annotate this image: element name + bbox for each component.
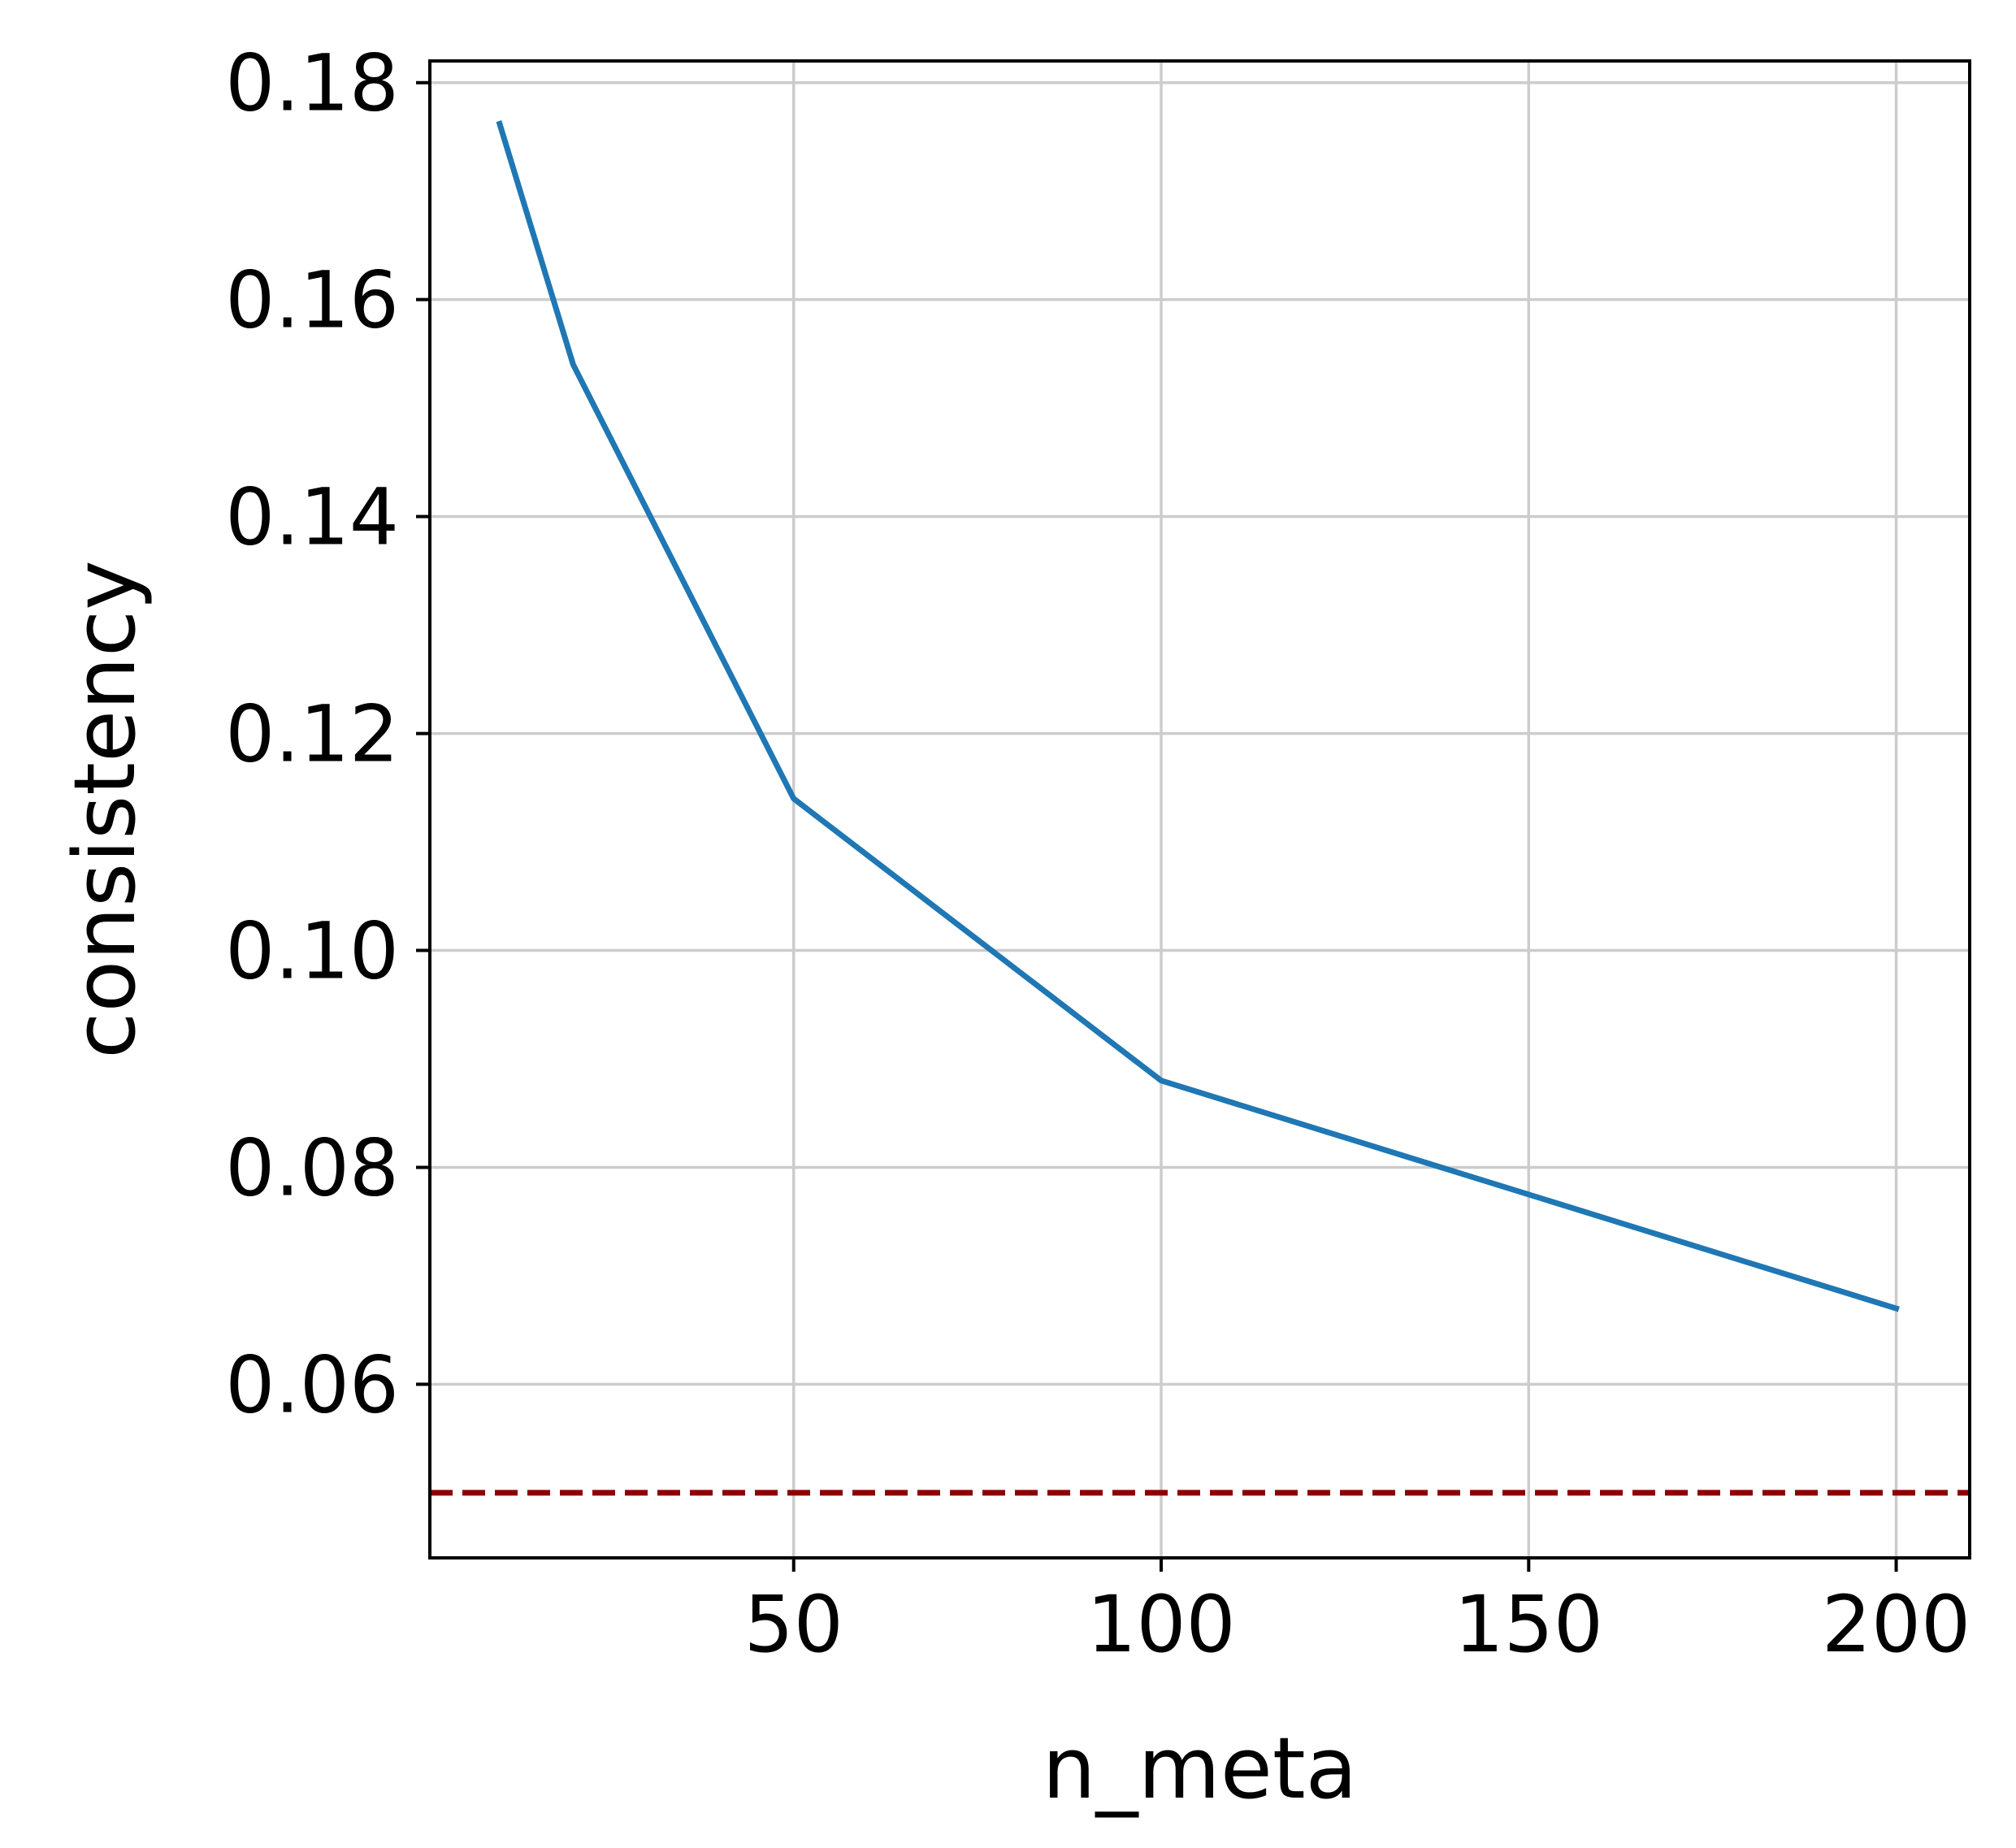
series-layer [496, 120, 1900, 1312]
y-tick-label: 0.14 [225, 472, 399, 563]
y-tick-label: 0.18 [225, 38, 399, 129]
y-tick-label: 0.12 [225, 689, 399, 780]
grid-layer [430, 61, 1970, 1558]
x-tick-label: 200 [1822, 1579, 1970, 1670]
y-tick-label: 0.06 [225, 1339, 399, 1430]
y-tick-label: 0.10 [225, 906, 399, 997]
x-ticks: 50 100 150 200 [744, 1558, 1970, 1670]
x-tick-label: 100 [1086, 1579, 1235, 1670]
x-tick-label: 150 [1455, 1579, 1603, 1670]
y-axis-label: consistency [55, 560, 154, 1058]
y-tick-label: 0.16 [225, 255, 399, 346]
y-ticks: 0.06 0.08 0.10 0.12 0.14 0.16 0.18 [225, 38, 430, 1430]
series-line [496, 120, 1900, 1312]
x-axis-label: n_meta [1043, 1719, 1358, 1818]
x-tick-label: 50 [744, 1579, 843, 1670]
y-tick-label: 0.08 [225, 1122, 399, 1213]
plot-frame [428, 59, 1971, 1560]
